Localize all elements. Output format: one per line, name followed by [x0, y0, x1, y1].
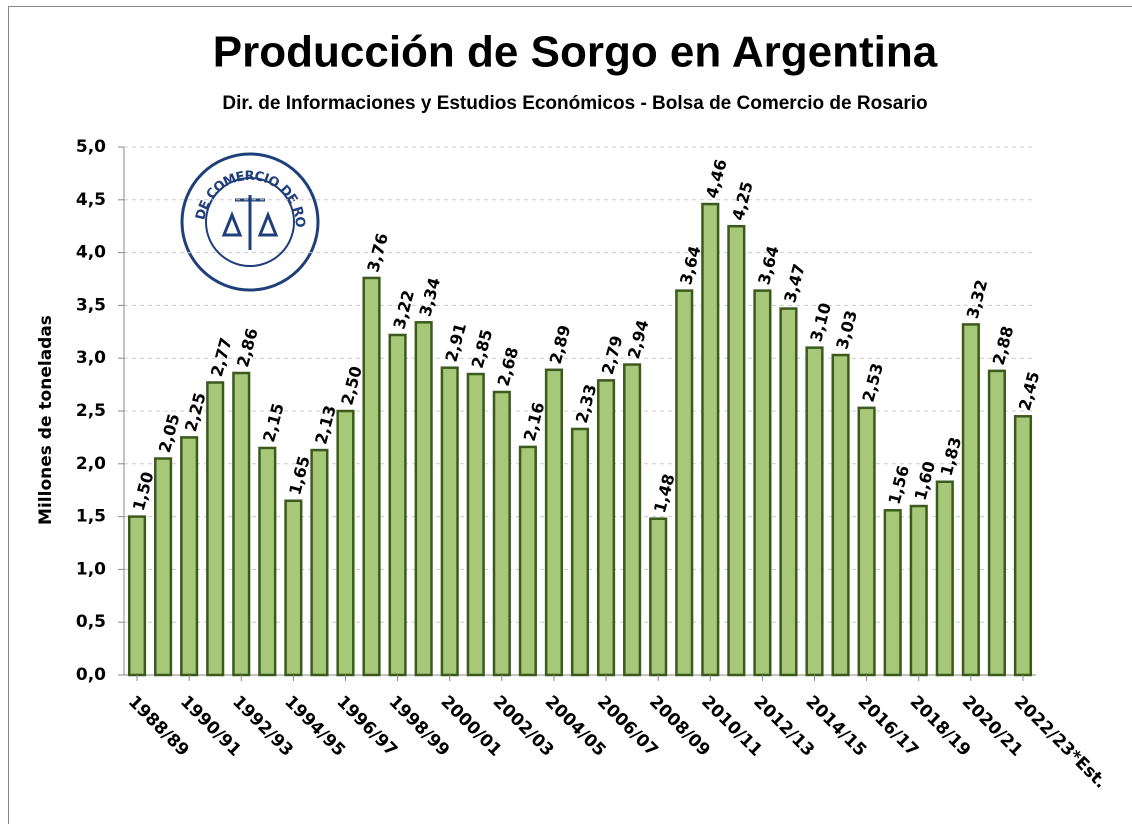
value-label: 2,85: [468, 327, 497, 370]
bar: [336, 409, 355, 677]
bar: [518, 445, 537, 677]
bar: [779, 307, 798, 677]
value-label: 1,48: [650, 472, 679, 515]
value-label: 2,33: [572, 382, 601, 425]
value-label: 3,76: [363, 231, 392, 274]
chart-title: Producción de Sorgo en Argentina: [213, 28, 938, 77]
bar: [961, 323, 980, 677]
bar: [857, 406, 876, 677]
value-label: 2,88: [989, 324, 1018, 367]
bar: [883, 509, 902, 677]
value-label: 2,45: [1015, 369, 1044, 412]
bar: [596, 379, 616, 677]
y-tick-label: 1,5: [76, 507, 106, 527]
value-label: 3,22: [389, 288, 418, 331]
value-label: 3,47: [780, 262, 809, 305]
bar: [127, 515, 147, 677]
y-tick-label: 0,5: [76, 612, 106, 632]
y-tick-label: 1,0: [76, 559, 106, 579]
frame: [8, 6, 1132, 824]
value-label: 2,94: [624, 318, 653, 361]
value-label: 2,15: [259, 401, 288, 444]
bar: [154, 457, 173, 677]
bar: [492, 390, 511, 677]
y-tick-label: 3,5: [76, 295, 106, 315]
bar: [675, 289, 694, 677]
bar: [805, 346, 824, 677]
value-label: 2,53: [858, 361, 887, 404]
value-label: 3,03: [832, 308, 861, 351]
bar: [623, 363, 642, 677]
y-tick-label: 2,5: [76, 401, 106, 421]
value-label: 2,25: [181, 391, 210, 434]
bar: [727, 224, 746, 677]
value-label: 4,25: [728, 179, 757, 222]
bar: [232, 371, 251, 677]
value-label: 1,60: [911, 459, 940, 502]
bar: [310, 448, 329, 677]
y-tick-label: 4,5: [76, 190, 106, 210]
y-tick-label: 3,0: [76, 348, 106, 368]
value-label: 2,68: [494, 345, 523, 388]
value-label: 3,10: [806, 301, 835, 344]
x-tick-label: 2022/23*Est.: [1010, 692, 1111, 793]
bar: [649, 517, 668, 677]
bar: [544, 368, 564, 677]
value-label: 2,79: [598, 334, 627, 377]
bar: [753, 289, 772, 677]
value-label: 1,56: [885, 463, 914, 506]
bar: [206, 381, 225, 677]
chart-subtitle: Dir. de Informaciones y Estudios Económi…: [222, 93, 927, 114]
bar: [414, 321, 433, 677]
y-tick-label: 2,0: [76, 454, 106, 474]
bar: [466, 372, 485, 677]
bar: [362, 276, 381, 677]
value-label: 2,16: [520, 400, 549, 443]
y-tick-label: 0,0: [76, 665, 106, 685]
value-label: 2,91: [442, 321, 471, 364]
value-label: 2,89: [546, 323, 575, 366]
y-axis-label: Millones de toneladas: [36, 315, 56, 525]
value-label: 3,64: [676, 244, 705, 287]
value-label: 2,86: [233, 326, 262, 369]
value-label: 4,46: [702, 157, 731, 200]
value-label: 3,32: [963, 278, 992, 321]
bar: [909, 504, 928, 677]
value-label: 2,05: [155, 412, 184, 455]
bar: [284, 499, 303, 677]
bar: [935, 480, 954, 677]
bar: [570, 427, 590, 677]
logo-scales: [221, 195, 279, 250]
value-label: 1,50: [129, 470, 158, 513]
bar: [831, 353, 850, 677]
bar: [388, 333, 407, 677]
value-label: 3,34: [416, 275, 445, 318]
y-tick-label: 5,0: [76, 137, 106, 157]
value-label: 1,65: [285, 454, 314, 497]
logo-inner: [205, 177, 295, 267]
value-label: 2,13: [311, 403, 340, 446]
bar: [258, 446, 277, 677]
bar: [987, 369, 1006, 677]
bar: [701, 202, 720, 677]
value-label: 2,77: [207, 336, 236, 379]
bar: [440, 366, 459, 677]
bar: [1013, 415, 1033, 677]
value-label: 2,50: [337, 364, 366, 407]
value-label: 1,83: [937, 435, 966, 478]
bar: [180, 436, 199, 677]
value-label: 3,64: [754, 244, 783, 287]
y-tick-label: 4,0: [76, 243, 106, 263]
